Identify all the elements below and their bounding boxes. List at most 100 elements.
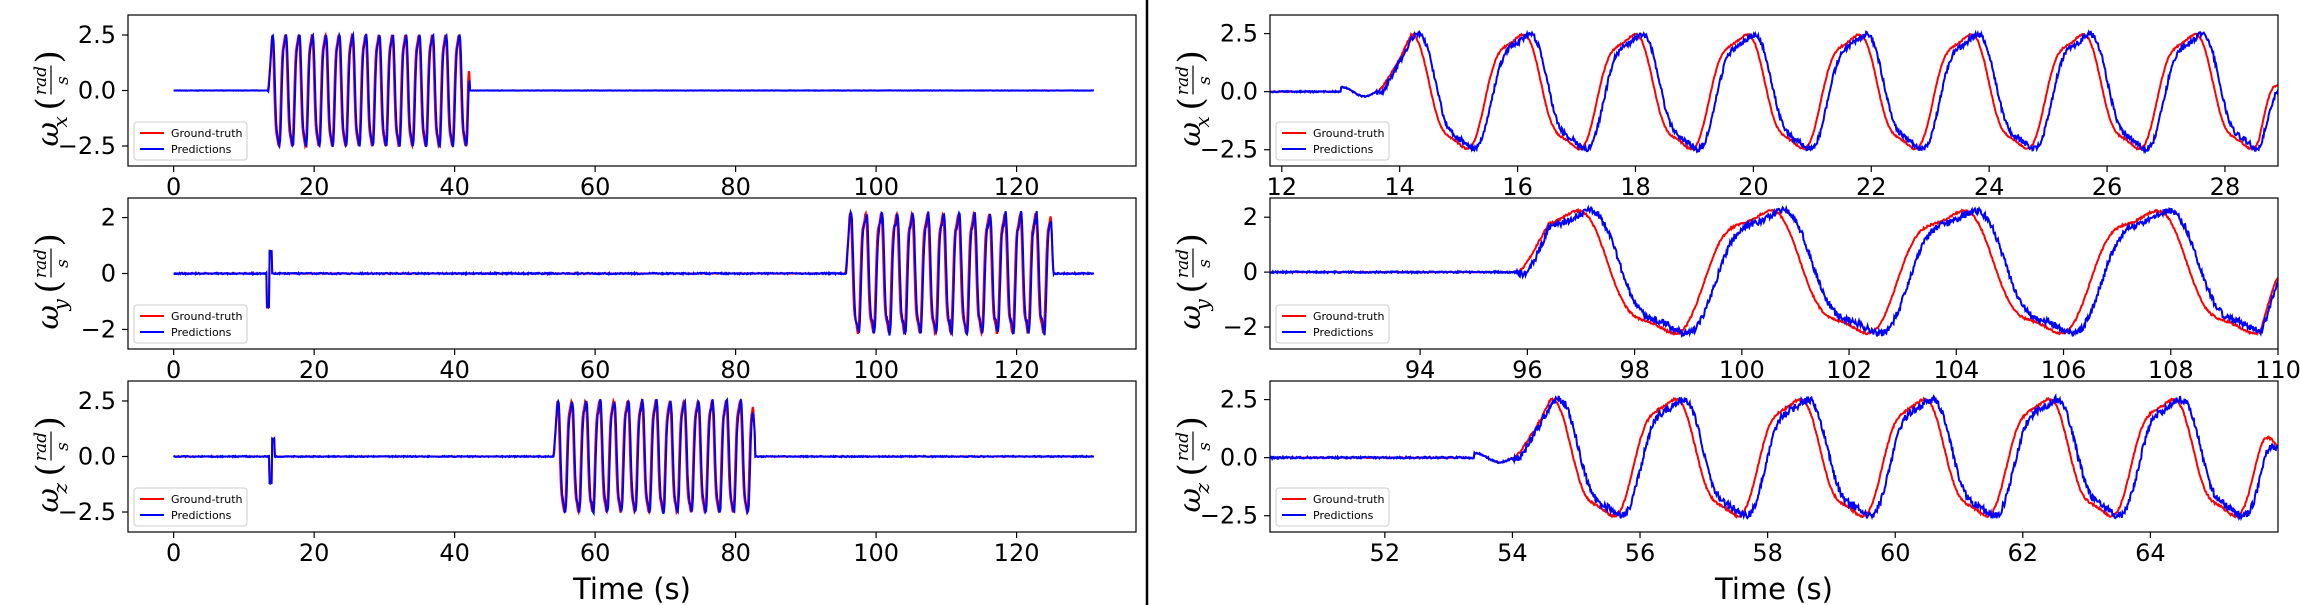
x-tick-label: 96 <box>1512 356 1543 384</box>
y-label-subscript: z <box>48 483 72 495</box>
y-label-paren-open: ( <box>1171 463 1211 476</box>
y-label-symbol: ω <box>1173 122 1208 146</box>
y-label-subscript: z <box>1190 483 1214 495</box>
y-tick-label: 0.0 <box>1220 444 1258 472</box>
x-tick-label: 22 <box>1856 173 1887 201</box>
x-tick-label: 60 <box>580 356 611 384</box>
y-tick-label: 2.5 <box>1220 386 1258 414</box>
legend: Ground-truth Predictions <box>1275 121 1390 161</box>
legend-label: Predictions <box>1313 509 1374 522</box>
x-tick-label: 64 <box>2135 539 2166 567</box>
series-predictions <box>173 208 1095 337</box>
y-tick-label: 2 <box>101 204 116 232</box>
y-label-unit-den: s <box>1195 442 1215 451</box>
y-axis-label: ωz (rad s) <box>1171 416 1215 512</box>
x-tick-label: 100 <box>853 173 899 201</box>
legend: Ground-truth Predictions <box>133 487 248 527</box>
y-label-unit-den: s <box>1195 259 1215 268</box>
x-tick-label: 28 <box>2210 173 2241 201</box>
x-tick-label: 106 <box>2041 356 2087 384</box>
y-label-unit-den: s <box>53 259 73 268</box>
plot-frame <box>1269 380 2279 533</box>
y-label-unit-den: s <box>53 76 73 85</box>
legend-label: Ground-truth <box>1313 493 1385 506</box>
y-axis-label: ωy (rad s) <box>29 233 73 329</box>
series-ground-truth <box>1270 32 2278 152</box>
legend-label: Ground-truth <box>171 493 243 506</box>
x-tick-label: 0 <box>166 173 181 201</box>
legend-label: Predictions <box>1313 326 1374 339</box>
plot-frame <box>1269 14 2279 167</box>
x-tick-label: 58 <box>1752 539 1783 567</box>
x-tick-label: 80 <box>720 356 751 384</box>
x-tick-label: 18 <box>1620 173 1651 201</box>
y-label-unit-num: rad <box>1173 66 1193 95</box>
x-tick-label: 52 <box>1370 539 1401 567</box>
y-label-unit-num: rad <box>31 66 51 95</box>
series-predictions <box>172 397 1095 517</box>
legend: Ground-truth Predictions <box>133 121 248 161</box>
y-label-paren-open: ( <box>29 463 69 476</box>
legend-label: Ground-truth <box>1313 310 1385 323</box>
x-tick-label: 104 <box>1933 356 1979 384</box>
chart-right-mid: 94 96 98 100 102 104 106 108 110 −2 0 2 ωy (rad s) Grou… <box>1171 197 2300 384</box>
y-label-paren-close: ) <box>29 416 69 429</box>
y-label-paren-open: ( <box>29 97 69 110</box>
plot-frame <box>1269 197 2279 350</box>
y-tick-label: −2 <box>81 315 116 343</box>
x-tick-label: 16 <box>1502 173 1533 201</box>
legend-label: Predictions <box>171 509 232 522</box>
x-tick-label: 40 <box>439 173 470 201</box>
x-tick-label: 80 <box>720 539 751 567</box>
y-tick-label: 2.5 <box>78 21 116 49</box>
x-tick-label: 110 <box>2255 356 2300 384</box>
legend-box <box>1275 487 1390 527</box>
y-tick-label: 2.5 <box>1220 20 1258 48</box>
x-tick-label: 0 <box>166 539 181 567</box>
x-tick-label: 60 <box>580 173 611 201</box>
x-tick-label: 60 <box>580 539 611 567</box>
x-tick-label: 24 <box>1974 173 2005 201</box>
x-tick-label: 108 <box>2148 356 2194 384</box>
legend-box <box>1275 304 1390 344</box>
y-label-paren-close: ) <box>1171 233 1211 246</box>
y-label-paren-close: ) <box>1171 416 1211 429</box>
y-tick-label: −2.5 <box>1200 502 1258 530</box>
legend-box <box>133 487 248 527</box>
y-label-subscript: y <box>1190 299 1214 312</box>
x-tick-label: 40 <box>439 356 470 384</box>
legend-label: Predictions <box>171 326 232 339</box>
series-predictions <box>1270 204 2278 339</box>
y-tick-label: 0.0 <box>78 77 116 105</box>
y-tick-label: −2.5 <box>58 498 116 526</box>
x-tick-label: 12 <box>1267 173 1298 201</box>
y-label-unit-den: s <box>53 442 73 451</box>
chart-left-mid: 0 20 40 60 80 100 120 −2 0 2 ωy (rad s) Ground-truth P… <box>29 197 1137 384</box>
x-tick-label: 62 <box>2008 539 2039 567</box>
y-axis-label: ωx (rad s) <box>29 50 73 146</box>
x-tick-label: 80 <box>720 173 751 201</box>
y-label-symbol: ω <box>31 305 66 329</box>
y-tick-label: 0 <box>101 260 116 288</box>
y-tick-label: 2.5 <box>78 387 116 415</box>
y-tick-label: 0.0 <box>78 443 116 471</box>
y-label-subscript: x <box>48 116 72 127</box>
x-tick-label: 120 <box>994 539 1040 567</box>
y-label-unit-num: rad <box>31 249 51 278</box>
y-label-symbol: ω <box>1173 488 1208 512</box>
y-label-symbol: ω <box>31 488 66 512</box>
legend-label: Predictions <box>1313 143 1374 156</box>
legend: Ground-truth Predictions <box>133 304 248 344</box>
x-tick-label: 60 <box>1880 539 1911 567</box>
x-tick-label: 120 <box>994 356 1040 384</box>
legend-box <box>1275 121 1390 161</box>
y-tick-label: 0.0 <box>1220 78 1258 106</box>
y-label-unit-num: rad <box>31 432 51 461</box>
chart-left-bot: 0 20 40 60 80 100 120 −2.5 0.0 2.5 ωz (rad s) Time (s… <box>29 380 1137 605</box>
y-tick-label: −2.5 <box>58 132 116 160</box>
x-tick-label: 56 <box>1625 539 1656 567</box>
x-tick-label: 94 <box>1405 356 1436 384</box>
series-predictions <box>1270 29 2278 155</box>
legend-label: Ground-truth <box>171 310 243 323</box>
